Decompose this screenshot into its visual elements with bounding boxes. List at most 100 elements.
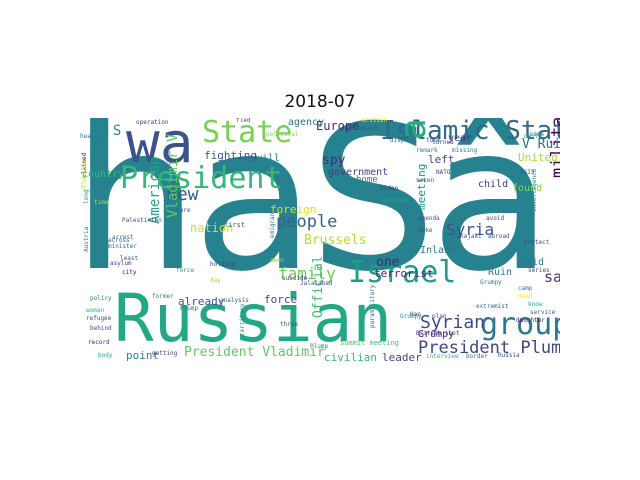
cloud-word: offensive	[81, 159, 88, 192]
cloud-word: thousand	[348, 125, 377, 132]
cloud-word: long	[83, 189, 90, 204]
cloud-word: city	[122, 269, 137, 276]
cloud-word: meeting	[415, 163, 428, 210]
cloud-word: seven	[416, 177, 435, 184]
cloud-word: political	[266, 131, 299, 138]
cloud-word: Islamic State	[380, 118, 560, 146]
cloud-word: Jalalabad	[300, 280, 333, 287]
cloud-word: Inland	[420, 245, 457, 256]
cloud-word: election	[150, 173, 179, 180]
cloud-word: day	[210, 277, 221, 284]
cloud-word: arrest	[112, 234, 134, 241]
cloud-word: left	[428, 153, 455, 166]
cloud-word: Grumpy	[480, 279, 502, 286]
cloud-word: said	[520, 257, 545, 268]
cloud-word: V Ruin	[522, 137, 560, 152]
cloud-word: minister	[108, 243, 137, 250]
cloud-word: agenda	[418, 215, 440, 222]
cloud-word: avoid	[486, 215, 505, 222]
cloud-word: issue	[526, 131, 545, 138]
cloud-word: territory	[239, 303, 246, 336]
cloud-word: Palestinian	[122, 217, 162, 224]
cloud-word: daughter	[516, 317, 545, 324]
cloud-word: behind	[90, 325, 112, 332]
cloud-word: leader	[382, 351, 422, 362]
cloud-word: plan	[432, 313, 447, 320]
cloud-word: Grumpy	[418, 329, 455, 340]
cloud-word: agency	[288, 118, 325, 128]
cloud-word: protect	[524, 239, 550, 246]
cloud-word: United	[518, 151, 558, 164]
cloud-word: emigrant	[269, 209, 276, 238]
cloud-word: home	[356, 175, 378, 185]
cloud-word: video	[380, 185, 399, 192]
cloud-word: President	[120, 161, 283, 196]
cloud-word: fighting	[204, 149, 257, 162]
cloud-word: holding	[210, 261, 236, 268]
cloud-word: new	[166, 184, 199, 205]
chart-title: 2018-07	[284, 92, 356, 112]
cloud-word: Plump	[180, 305, 199, 312]
cloud-word: Russian	[114, 280, 393, 357]
cloud-word: British	[362, 118, 388, 124]
cloud-word: rare	[176, 207, 191, 214]
cloud-word: point	[126, 349, 160, 362]
cloud-word: dispute	[390, 137, 416, 144]
cloud-word: haSâ	[80, 118, 553, 316]
cloud-word: know	[528, 301, 543, 308]
cloud-word: State	[202, 118, 293, 150]
cloud-word: Europe	[316, 119, 360, 133]
cloud-word: remark	[416, 147, 438, 154]
cloud-word: country	[82, 169, 125, 180]
cloud-word: ISIS	[520, 169, 535, 176]
cloud-word: Syrian	[420, 312, 486, 333]
cloud-word: Kajaki	[460, 233, 482, 240]
cloud-word: child	[478, 179, 509, 190]
cloud-word: took	[426, 137, 441, 144]
cloud-word: summit meeting	[340, 339, 400, 347]
cloud-word: foreign	[270, 203, 317, 216]
cloud-word: NATO	[436, 169, 451, 176]
cloud-word: asylum	[110, 260, 132, 267]
cloud-word: hundred	[383, 197, 409, 204]
cloud-word: one	[376, 255, 400, 270]
cloud-word: make	[418, 227, 433, 234]
cloud-word: extremist	[476, 303, 509, 310]
cloud-word: government	[328, 167, 389, 178]
cloud-word: Han	[410, 311, 421, 318]
cloud-word: year	[448, 133, 473, 144]
cloud-word: abroad	[488, 233, 510, 240]
cloud-word: three	[280, 321, 299, 328]
cloud-word: American	[147, 156, 163, 224]
cloud-word: health	[80, 133, 102, 140]
cloud-word: Israel	[348, 255, 457, 290]
cloud-word: Russia	[498, 352, 520, 359]
cloud-word: operation	[136, 119, 169, 126]
cloud-word: Ruin	[488, 267, 513, 278]
cloud-word: across	[108, 237, 130, 244]
cloud-word: border	[466, 353, 488, 360]
cloud-word: first	[224, 221, 246, 229]
cloud-word: people	[276, 212, 338, 232]
cloud-word: say	[544, 268, 560, 286]
cloud-word: President Vladimir	[184, 345, 325, 360]
cloud-word: nation	[190, 221, 234, 235]
cloud-word: British shot	[416, 330, 460, 337]
cloud-word: Brussels	[304, 233, 367, 248]
cloud-word: woman	[86, 307, 105, 314]
cloud-word: spy	[322, 153, 346, 168]
cloud-word: Austria	[83, 226, 90, 252]
cloud-word: camp	[518, 285, 533, 292]
cloud-word: already	[178, 295, 225, 308]
cloud-word: force	[264, 293, 298, 306]
cloud-word: dead	[518, 293, 533, 300]
cloud-word: Plump	[310, 343, 329, 350]
cloud-word: body	[98, 352, 113, 359]
cloud-word: service	[530, 309, 556, 316]
cloud-word: former	[152, 293, 174, 300]
cloud-word: series	[528, 267, 550, 274]
cloud-word: Grumpy	[400, 313, 422, 320]
cloud-word: interview	[426, 353, 459, 360]
cloud-word: least	[120, 255, 139, 262]
